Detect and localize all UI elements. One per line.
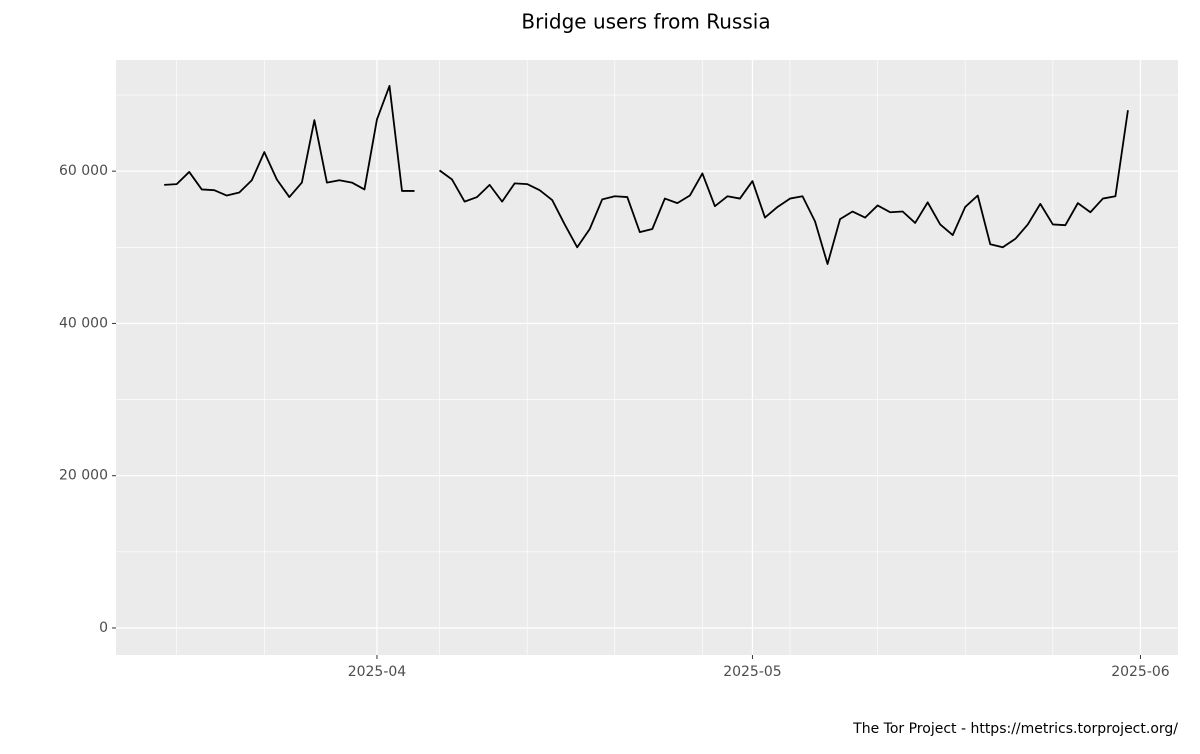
caption: The Tor Project - https://metrics.torpro… <box>852 721 1178 737</box>
chart-title: Bridge users from Russia <box>521 10 770 34</box>
data-line <box>164 84 415 198</box>
y-tick-label: 60 000 <box>59 163 108 179</box>
data-line <box>439 110 1129 265</box>
plot-panel <box>116 60 1178 655</box>
x-tick-label: 2025-06 <box>1111 664 1170 680</box>
y-tick-label: 20 000 <box>59 468 108 484</box>
x-tick-label: 2025-04 <box>348 664 407 680</box>
x-tick-label: 2025-05 <box>723 664 782 680</box>
y-tick-label: 40 000 <box>59 315 108 331</box>
y-tick-label: 0 <box>99 620 108 636</box>
